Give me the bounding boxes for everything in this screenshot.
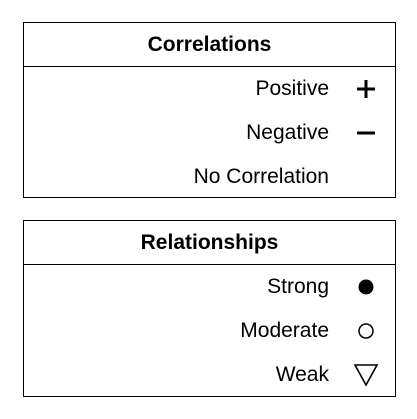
legend-label-positive: Positive xyxy=(255,77,329,100)
legend-row-weak: Weak xyxy=(24,353,395,397)
open-triangle-icon xyxy=(351,360,381,390)
legend-row-positive: Positive xyxy=(24,67,395,111)
legend-label-negative: Negative xyxy=(246,121,329,144)
relationships-legend: Relationships Strong Moderate Weak xyxy=(23,220,396,397)
correlations-title: Correlations xyxy=(24,23,395,67)
legend-label-no-correlation: No Correlation xyxy=(193,165,329,188)
correlations-legend: Correlations Positive Negative No Correl… xyxy=(23,22,396,198)
legend-row-moderate: Moderate xyxy=(24,309,395,353)
legend-label-strong: Strong xyxy=(267,275,329,298)
legend-label-moderate: Moderate xyxy=(240,319,329,342)
filled-circle-icon xyxy=(351,272,381,302)
legend-row-no-correlation: No Correlation xyxy=(24,155,395,199)
legend-row-strong: Strong xyxy=(24,265,395,309)
plus-icon xyxy=(351,74,381,104)
legend-row-negative: Negative xyxy=(24,111,395,155)
open-circle-icon xyxy=(351,316,381,346)
legend-label-weak: Weak xyxy=(275,363,329,386)
minus-icon xyxy=(351,118,381,148)
relationships-title: Relationships xyxy=(24,221,395,265)
